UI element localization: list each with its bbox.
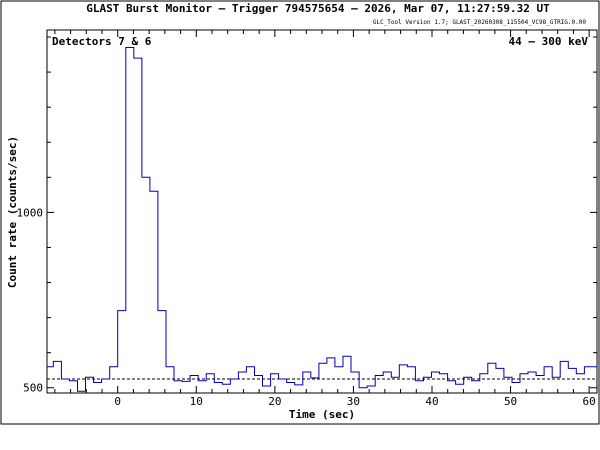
tick-labels: 0 10 20 30 40 50 60 500 1000 (17, 206, 596, 408)
x-tick-label: 30 (347, 395, 360, 408)
y-tick-label: 1000 (17, 206, 44, 219)
x-tick-label: 0 (114, 395, 121, 408)
x-tick-label: 50 (504, 395, 517, 408)
y-tick-label: 500 (23, 382, 43, 395)
x-axis-label: Time (sec) (289, 408, 355, 421)
x-tick-label: 20 (268, 395, 281, 408)
axis-ticks (47, 30, 597, 393)
lightcurve-series (47, 47, 597, 392)
chart-subtitle: GLC_Tool Version 1.7; GLAST_20260308_115… (373, 19, 587, 26)
energy-range-label: 44 – 300 keV (509, 35, 589, 48)
plot-frame (46, 29, 598, 394)
chart-title: GLAST Burst Monitor – Trigger 794575654 … (86, 2, 550, 15)
outer-frame (0, 0, 600, 425)
detectors-label: Detectors 7 & 6 (52, 35, 152, 48)
x-tick-label: 10 (190, 395, 203, 408)
x-tick-label: 40 (425, 395, 438, 408)
x-tick-label: 60 (583, 395, 596, 408)
y-axis-label: Count rate (counts/sec) (6, 136, 19, 288)
